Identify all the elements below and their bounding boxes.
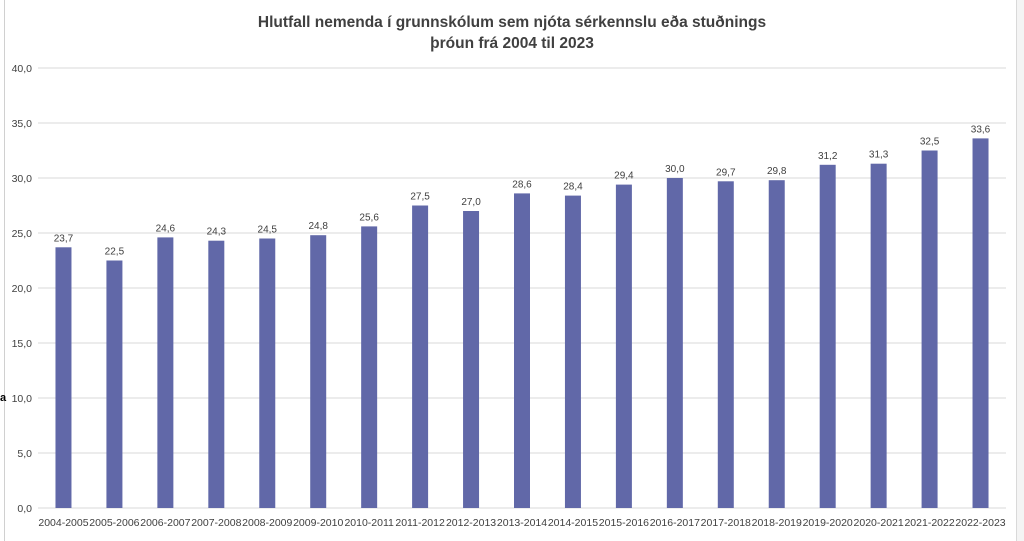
y-tick-label: 0,0 xyxy=(17,503,32,515)
y-tick-label: 30,0 xyxy=(12,173,33,185)
x-tick-label: 2005-2006 xyxy=(89,517,139,529)
bar xyxy=(717,181,734,509)
bar xyxy=(514,193,530,508)
bar xyxy=(208,240,225,508)
bars xyxy=(55,138,989,509)
data-label: 22,5 xyxy=(105,247,125,258)
data-label: 24,8 xyxy=(308,221,328,232)
x-tick-label: 2009-2010 xyxy=(293,517,343,529)
right-border xyxy=(1016,0,1017,541)
bar xyxy=(666,178,683,508)
bar xyxy=(259,238,276,508)
data-label: 30,0 xyxy=(665,164,685,175)
x-tick-label: 2011-2012 xyxy=(395,517,445,529)
y-tick-label: 40,0 xyxy=(12,63,33,75)
chart-title-block: Hlutfall nemenda í grunnskólum sem njóta… xyxy=(0,12,1024,54)
bar xyxy=(157,237,174,508)
bar xyxy=(972,138,989,508)
data-label: 29,8 xyxy=(767,166,787,177)
data-label: 23,7 xyxy=(54,233,74,244)
left-border xyxy=(4,0,5,541)
bar xyxy=(870,163,887,508)
bar xyxy=(768,180,785,508)
x-tick-label: 2010-2011 xyxy=(344,517,394,529)
bar xyxy=(819,164,836,509)
data-labels: 23,7 22,5 24,6 24,3 24,5 24,8 25,6 27,5 27,0 28,6… xyxy=(54,124,991,257)
data-label: 33,6 xyxy=(971,124,991,135)
x-tick-label: 2014-2015 xyxy=(548,517,598,529)
data-label: 24,3 xyxy=(207,227,227,238)
x-tick-label: 2021-2022 xyxy=(904,517,954,529)
y-tick-label: 10,0 xyxy=(12,393,33,405)
x-tick-label: 2016-2017 xyxy=(650,517,700,529)
x-tick-label: 2015-2016 xyxy=(599,517,649,529)
y-tick-label: 25,0 xyxy=(12,228,33,240)
x-tick-label: 2006-2007 xyxy=(140,517,190,529)
x-tick-label: 2020-2021 xyxy=(854,517,904,529)
data-label: 28,4 xyxy=(563,182,583,193)
right-scroll-strip xyxy=(1017,0,1024,541)
data-label: 29,4 xyxy=(614,171,634,182)
x-tick-label: 2012-2013 xyxy=(446,517,496,529)
x-tick-label: 2018-2019 xyxy=(752,517,802,529)
x-axis-ticks: 2004-2005 2005-2006 2006-2007 2007-2008 2008… xyxy=(38,517,1005,529)
chart-title: Hlutfall nemenda í grunnskólum sem njóta… xyxy=(257,14,767,31)
x-tick-label: 2004-2005 xyxy=(38,517,88,529)
bar xyxy=(921,150,938,508)
bar xyxy=(361,226,378,508)
x-tick-label: 2008-2009 xyxy=(242,517,292,529)
data-label: 31,2 xyxy=(818,151,838,162)
y-axis-ticks: 0,0 5,0 10,0 15,0 20,0 25,0 30,0 35,0 40,0 xyxy=(12,63,33,515)
bar xyxy=(615,184,632,508)
x-tick-label: 2017-2018 xyxy=(701,517,751,529)
bar xyxy=(310,235,327,508)
data-label: 32,5 xyxy=(920,137,940,148)
data-label: 24,5 xyxy=(258,225,278,236)
stray-cell-text: a xyxy=(0,392,7,404)
y-tick-label: 5,0 xyxy=(17,448,32,460)
bar xyxy=(463,211,480,508)
chart-subtitle: þróun frá 2004 til 2023 xyxy=(430,35,594,52)
bar xyxy=(55,247,72,509)
y-tick-label: 35,0 xyxy=(12,118,33,130)
data-label: 27,0 xyxy=(461,197,481,208)
y-tick-label: 15,0 xyxy=(12,338,33,350)
data-label: 29,7 xyxy=(716,167,736,178)
bar xyxy=(412,205,429,508)
data-label: 27,5 xyxy=(410,192,430,203)
x-tick-label: 2022-2023 xyxy=(955,517,1005,529)
bar xyxy=(564,195,581,508)
data-label: 25,6 xyxy=(359,212,379,223)
data-label: 28,6 xyxy=(512,179,532,190)
y-tick-label: 20,0 xyxy=(12,283,33,295)
x-tick-label: 2007-2008 xyxy=(191,517,241,529)
x-tick-label: 2019-2020 xyxy=(803,517,853,529)
x-tick-label: 2013-2014 xyxy=(497,517,547,529)
data-label: 24,6 xyxy=(156,223,176,234)
bar xyxy=(106,260,123,508)
data-label: 31,3 xyxy=(869,150,889,161)
